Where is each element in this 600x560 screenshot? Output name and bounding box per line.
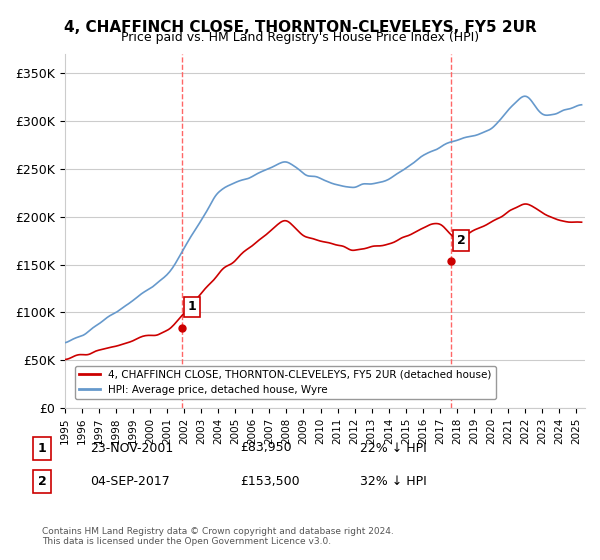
Text: 4, CHAFFINCH CLOSE, THORNTON-CLEVELEYS, FY5 2UR: 4, CHAFFINCH CLOSE, THORNTON-CLEVELEYS, … — [64, 20, 536, 35]
Legend: 4, CHAFFINCH CLOSE, THORNTON-CLEVELEYS, FY5 2UR (detached house), HPI: Average p: 4, CHAFFINCH CLOSE, THORNTON-CLEVELEYS, … — [75, 366, 496, 399]
Text: 22% ↓ HPI: 22% ↓ HPI — [360, 441, 427, 455]
Text: 2: 2 — [38, 475, 46, 488]
Text: 23-NOV-2001: 23-NOV-2001 — [90, 441, 173, 455]
Text: 1: 1 — [38, 441, 46, 455]
Text: 04-SEP-2017: 04-SEP-2017 — [90, 475, 170, 488]
Text: Price paid vs. HM Land Registry's House Price Index (HPI): Price paid vs. HM Land Registry's House … — [121, 31, 479, 44]
Text: 1: 1 — [187, 301, 196, 314]
Text: £83,950: £83,950 — [240, 441, 292, 455]
Text: 32% ↓ HPI: 32% ↓ HPI — [360, 475, 427, 488]
Text: £153,500: £153,500 — [240, 475, 299, 488]
Text: 2: 2 — [457, 234, 465, 247]
Text: Contains HM Land Registry data © Crown copyright and database right 2024.
This d: Contains HM Land Registry data © Crown c… — [42, 526, 394, 546]
